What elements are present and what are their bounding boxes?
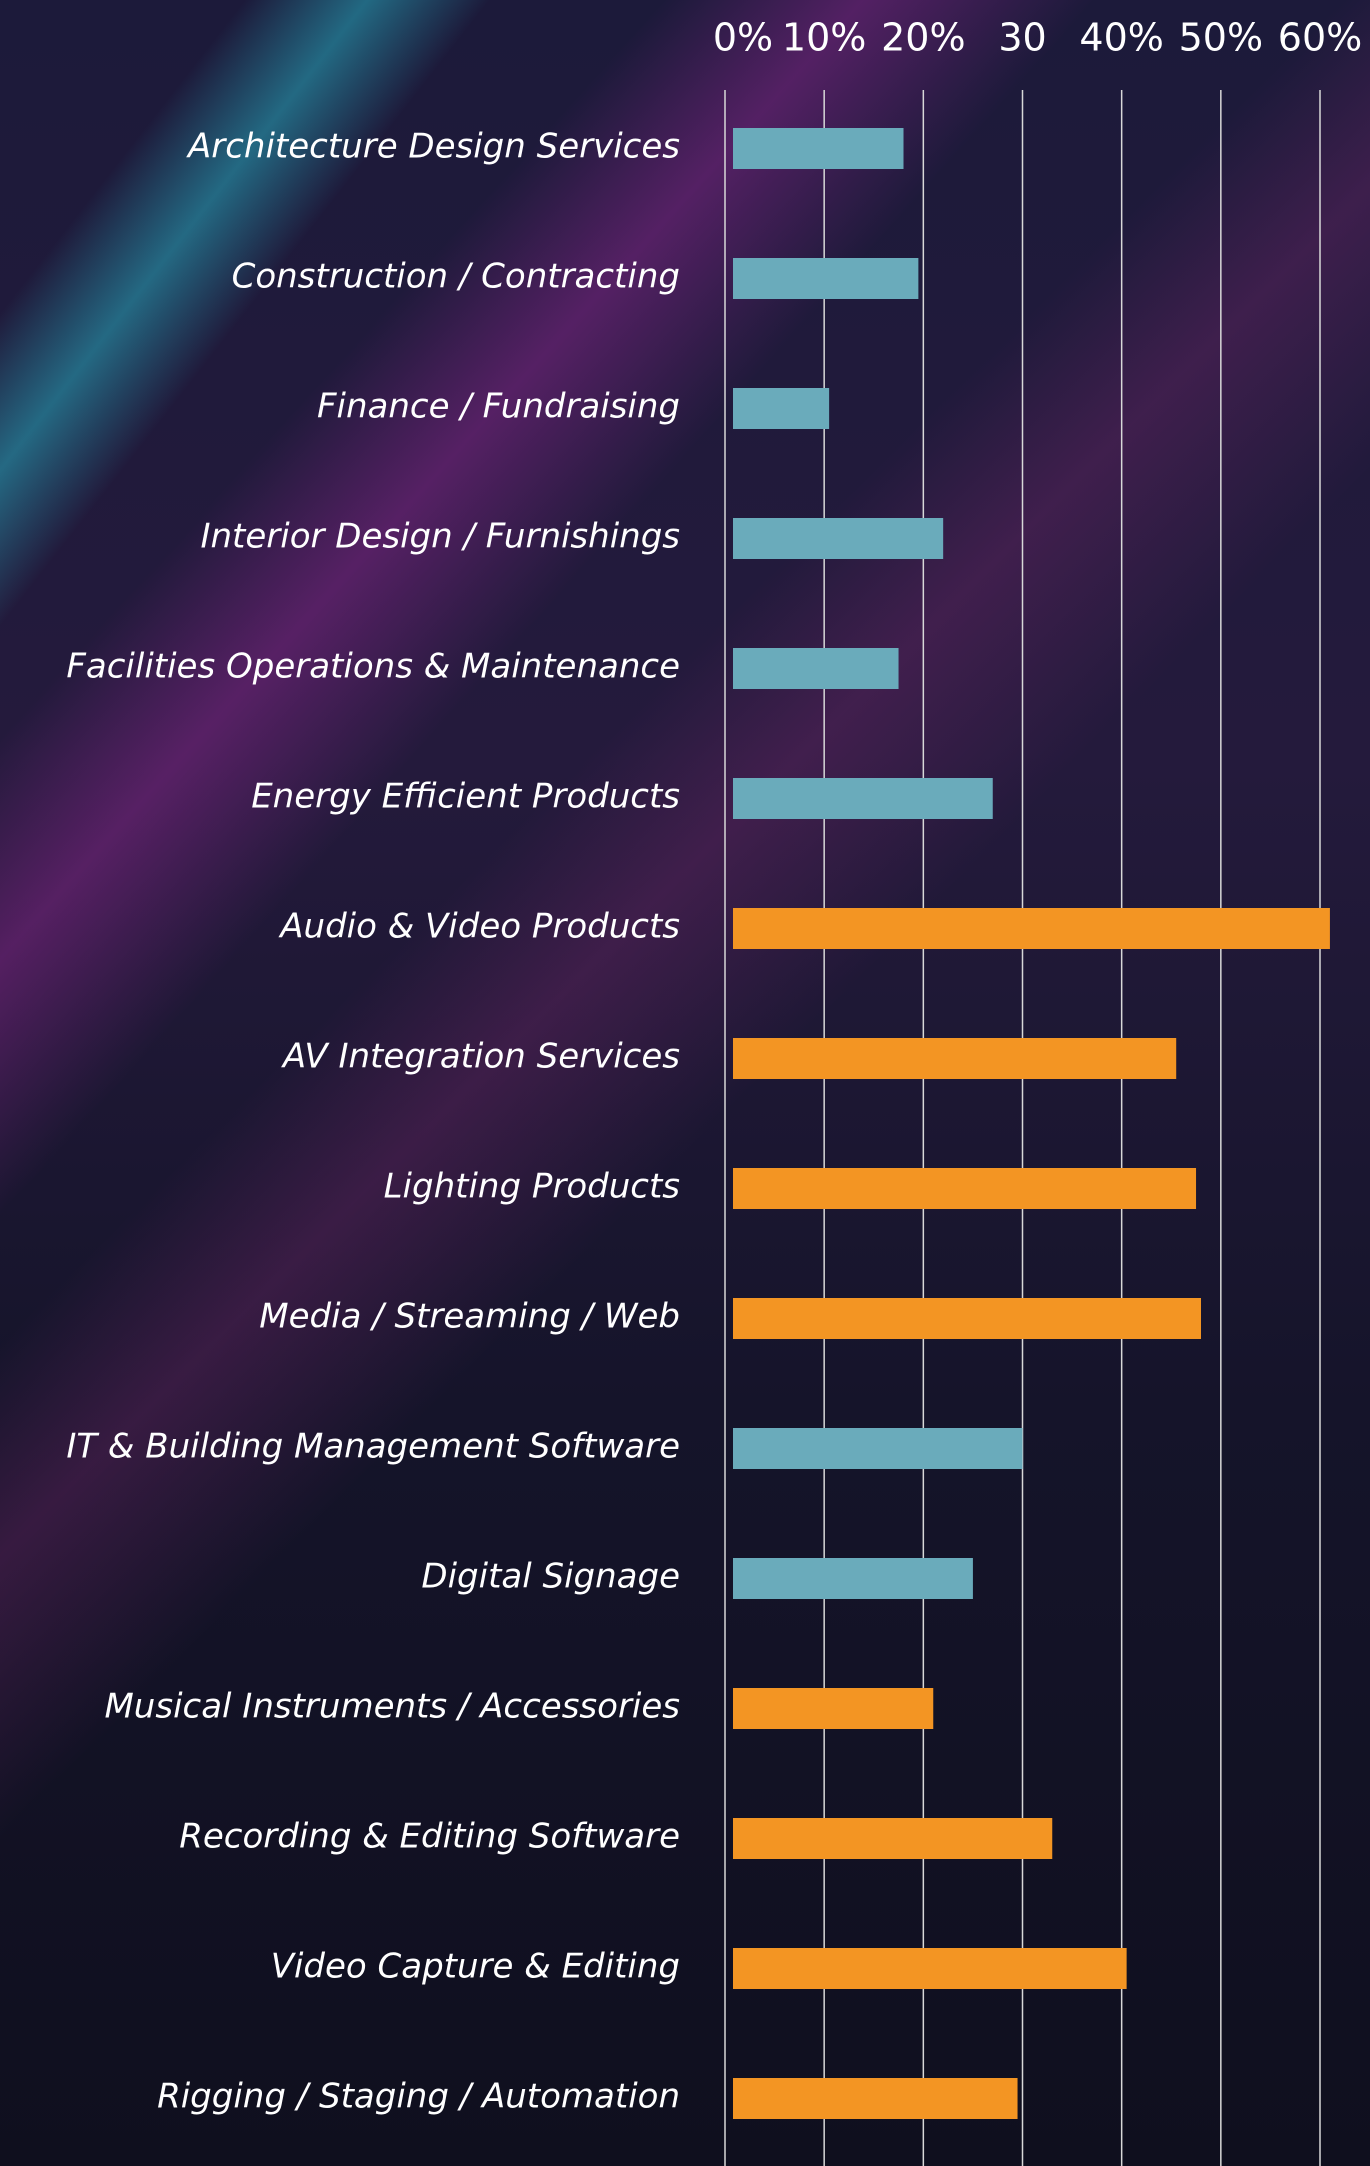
- x-tick-label: 60%: [1278, 16, 1362, 60]
- bar: [733, 2078, 1018, 2119]
- bar: [733, 388, 830, 429]
- bar: [733, 128, 904, 169]
- bar: [733, 1038, 1177, 1079]
- category-label: Construction / Contracting: [232, 257, 680, 297]
- category-label: Video Capture & Editing: [271, 1947, 680, 1987]
- x-tick-label: 20%: [881, 16, 965, 60]
- bar: [733, 908, 1330, 949]
- bar: [733, 1818, 1053, 1859]
- bar: [733, 778, 993, 819]
- category-label: Musical Instruments / Accessories: [104, 1687, 680, 1727]
- bar: [733, 1298, 1201, 1339]
- category-label: Facilities Operations & Maintenance: [66, 647, 680, 687]
- bar: [733, 1688, 934, 1729]
- category-label: Audio & Video Products: [278, 907, 680, 947]
- category-label: Digital Signage: [421, 1557, 680, 1597]
- category-label: AV Integration Services: [281, 1037, 680, 1077]
- bar: [733, 1948, 1127, 1989]
- category-label: Rigging / Staging / Automation: [157, 2077, 680, 2117]
- category-label: Finance / Fundraising: [317, 387, 680, 427]
- category-label: Media / Streaming / Web: [259, 1297, 680, 1337]
- bar: [733, 648, 899, 689]
- category-label: Recording & Editing Software: [179, 1817, 680, 1857]
- x-tick-label: 50%: [1179, 16, 1263, 60]
- x-tick-label: 40%: [1079, 16, 1163, 60]
- category-label: Architecture Design Services: [186, 127, 680, 167]
- x-tick-label: 0%: [713, 16, 773, 60]
- bar: [733, 1558, 973, 1599]
- category-label: Lighting Products: [384, 1167, 680, 1207]
- bar: [733, 258, 919, 299]
- category-label: Energy Efficient Products: [251, 777, 680, 817]
- x-tick-label: 30: [998, 16, 1046, 60]
- category-label: IT & Building Management Software: [66, 1427, 680, 1467]
- category-label: Interior Design / Furnishings: [200, 517, 680, 557]
- x-tick-label: 10%: [782, 16, 866, 60]
- bar: [733, 518, 944, 559]
- bar: [733, 1168, 1197, 1209]
- bar: [733, 1428, 1023, 1469]
